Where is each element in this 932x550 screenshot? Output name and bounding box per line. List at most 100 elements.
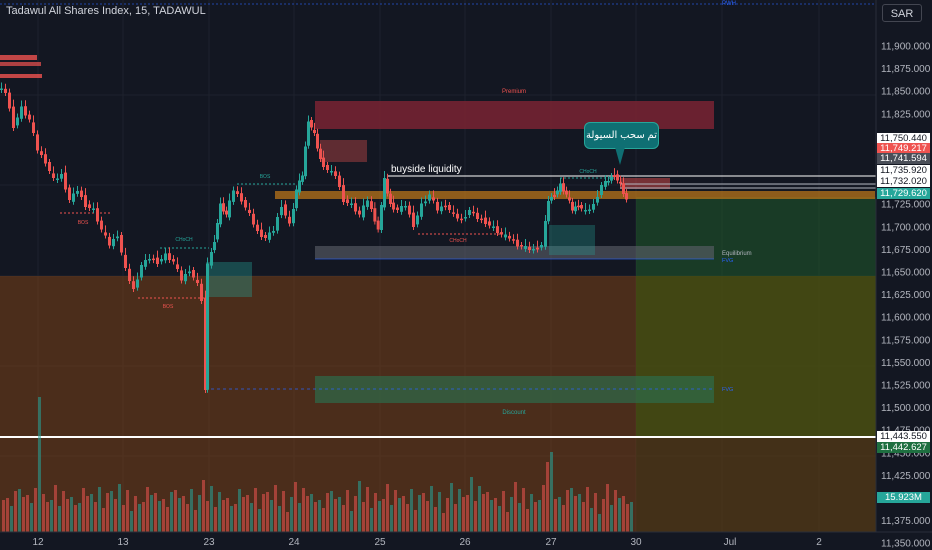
- volume-bar: [426, 501, 429, 532]
- volume-bar: [334, 499, 337, 532]
- volume-bar: [550, 452, 553, 532]
- volume-bar: [350, 511, 353, 532]
- volume-bar: [162, 499, 165, 532]
- price-tick-label: 11,375.000: [881, 516, 931, 527]
- candle: [196, 279, 199, 283]
- volume-bar: [26, 495, 29, 532]
- candle: [116, 236, 119, 239]
- volume-bar: [358, 481, 361, 532]
- volume-bar: [610, 505, 613, 532]
- volume-bar: [398, 498, 401, 532]
- volume-bar: [174, 490, 177, 532]
- volume-bar: [282, 491, 285, 532]
- volume-bar: [510, 497, 513, 532]
- candle: [412, 212, 415, 227]
- candle: [508, 235, 511, 239]
- candle: [164, 253, 167, 261]
- candle: [396, 207, 399, 210]
- volume-bar: [574, 496, 577, 532]
- volume-bar: [518, 503, 521, 532]
- candle: [350, 203, 353, 205]
- volume-bar: [142, 502, 145, 532]
- candle: [210, 252, 213, 266]
- candle: [532, 249, 535, 251]
- volume-bar: [246, 495, 249, 532]
- candle: [252, 213, 255, 225]
- price-axis-ticks: 11,900.000 11,875.000 11,850.000 11,825.000…: [881, 42, 931, 550]
- demand-zone-left: [206, 262, 252, 297]
- candle: [24, 106, 27, 116]
- candle: [124, 254, 127, 268]
- candle: [48, 162, 51, 171]
- candle: [168, 253, 171, 260]
- volume-bar: [66, 499, 69, 532]
- price-tick-label: 11,825.000: [881, 109, 931, 120]
- target-zone: [636, 197, 876, 276]
- candle: [432, 197, 435, 201]
- candle: [307, 121, 310, 146]
- volume-bar: [402, 496, 405, 532]
- volume-bar: [438, 492, 441, 532]
- volume-bar: [414, 510, 417, 532]
- price-tick-label: 11,875.000: [881, 64, 931, 75]
- volume-bar: [450, 483, 453, 532]
- candle: [468, 210, 471, 215]
- volume-bar: [110, 491, 113, 532]
- volume-bar: [94, 502, 97, 532]
- volume-bar: [490, 500, 493, 532]
- price-tick-label: 11,600.000: [881, 313, 931, 324]
- volume-bar: [590, 508, 593, 532]
- volume-bar: [210, 486, 213, 532]
- volume-bar: [526, 509, 529, 532]
- candle: [622, 183, 625, 194]
- currency-button[interactable]: SAR: [882, 4, 922, 22]
- price-tag: 11,750.440: [877, 133, 930, 144]
- volume-bar: [302, 488, 305, 532]
- candle: [556, 190, 559, 195]
- volume-bar: [378, 501, 381, 532]
- candle: [222, 203, 225, 212]
- volume-bar: [434, 507, 437, 532]
- candle: [346, 199, 349, 203]
- volume-bar: [290, 497, 293, 532]
- time-axis[interactable]: [0, 532, 876, 550]
- candle: [295, 189, 298, 209]
- candle: [206, 263, 209, 390]
- volume-bar: [122, 505, 125, 532]
- volume-bar: [466, 495, 469, 532]
- volume-bars: [2, 397, 633, 532]
- candle: [28, 114, 31, 120]
- price-tick-label: 11,675.000: [881, 245, 931, 256]
- volume-bar: [482, 494, 485, 532]
- candle: [120, 235, 123, 253]
- candle: [44, 154, 47, 164]
- time-tick-label: 12: [32, 537, 44, 548]
- volume-bar: [2, 500, 5, 532]
- volume-bar: [238, 489, 241, 532]
- time-tick-label: 24: [288, 537, 300, 548]
- candle: [424, 201, 427, 204]
- volume-bar: [478, 486, 481, 532]
- price-tick-label: 11,650.000: [881, 268, 931, 279]
- candle: [366, 200, 369, 207]
- price-tick-label: 11,550.000: [881, 358, 931, 369]
- volume-bar: [86, 496, 89, 532]
- volume-bar: [562, 505, 565, 532]
- price-tag: 11,729.620: [877, 188, 930, 199]
- volume-bar: [306, 496, 309, 532]
- candle: [528, 246, 531, 250]
- candle: [104, 232, 107, 236]
- candle: [4, 88, 7, 93]
- candle: [524, 246, 527, 249]
- price-tick-label: 11,625.000: [881, 290, 931, 301]
- candle: [276, 217, 279, 231]
- buyside-liquidity-label: buyside liquidity: [391, 164, 462, 175]
- candle: [540, 245, 543, 248]
- volume-bar: [494, 498, 497, 532]
- candle: [600, 185, 603, 195]
- candle: [292, 209, 295, 224]
- supply-zone-mid: [320, 140, 367, 162]
- time-tick-label: 26: [459, 537, 471, 548]
- candle: [480, 218, 483, 221]
